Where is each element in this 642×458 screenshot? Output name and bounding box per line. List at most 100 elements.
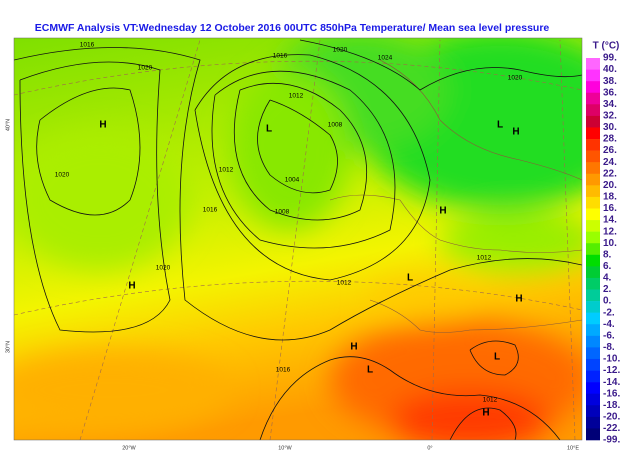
isobar-label: 1016 xyxy=(80,42,95,49)
legend-swatch xyxy=(586,69,600,82)
legend-swatch xyxy=(586,277,600,290)
legend-label: -20. xyxy=(603,411,620,422)
legend-label: -8. xyxy=(603,342,615,353)
overlay: 99.40.38.36.34.32.30.28.26.24.22.20.18.1… xyxy=(5,42,620,452)
legend-label: 10. xyxy=(603,238,617,249)
legend-label: 6. xyxy=(603,261,612,272)
isobar-label: 1024 xyxy=(378,55,393,62)
legend-swatch xyxy=(586,115,600,128)
legend-label: -22. xyxy=(603,423,620,434)
legend-swatch xyxy=(586,139,600,151)
pressure-centre: H xyxy=(515,294,522,305)
legend-swatch xyxy=(586,243,600,256)
legend-swatch xyxy=(586,382,600,394)
legend-swatch xyxy=(586,104,600,117)
legend-swatch xyxy=(586,254,600,267)
legend-label: 30. xyxy=(603,122,617,133)
legend-swatch xyxy=(586,92,600,105)
legend-label: 22. xyxy=(603,168,617,179)
isobar-label: 1012 xyxy=(337,280,352,287)
isobar-label: 1020 xyxy=(333,47,348,54)
pressure-centre: H xyxy=(350,342,357,353)
legend-label: 36. xyxy=(603,87,617,98)
longitude-label: 20°W xyxy=(122,445,136,451)
legend-swatch xyxy=(586,196,600,209)
graticule xyxy=(14,39,582,440)
legend-label: 14. xyxy=(603,215,617,226)
legend-swatch xyxy=(586,324,600,337)
isobar-label: 1012 xyxy=(483,397,498,404)
longitude-label: 10°E xyxy=(567,445,579,451)
longitude-label: 0° xyxy=(427,445,432,451)
coastlines xyxy=(329,59,582,333)
isobar-label: 1008 xyxy=(275,209,290,216)
temperature-field xyxy=(14,38,582,440)
legend-swatch xyxy=(586,428,600,441)
legend-label: -10. xyxy=(603,354,620,365)
legend-label: 8. xyxy=(603,249,612,260)
legend-swatch xyxy=(586,162,600,175)
legend-label: 24. xyxy=(603,157,617,168)
legend-swatch xyxy=(586,81,600,94)
legend-swatch xyxy=(586,347,600,360)
legend-swatch xyxy=(586,220,600,232)
isobar-label: 1016 xyxy=(203,207,218,214)
legend-label: 2. xyxy=(603,284,612,295)
legend-swatch xyxy=(586,185,600,198)
pressure-centre: H xyxy=(128,281,135,292)
legend-label: 99. xyxy=(603,53,617,64)
legend-label: -6. xyxy=(603,330,615,341)
pressure-centre: H xyxy=(482,408,489,419)
pressure-centre: L xyxy=(494,352,500,363)
isobar-label: 1008 xyxy=(328,122,343,129)
legend-label: -99. xyxy=(603,435,620,446)
isobar-label: 1016 xyxy=(276,367,291,374)
legend-swatch xyxy=(586,405,600,418)
pressure-centre: H xyxy=(439,206,446,217)
legend-swatch xyxy=(586,127,600,140)
legend-label: 16. xyxy=(603,203,617,214)
legend-swatch xyxy=(586,231,600,244)
pressure-centre: L xyxy=(367,365,373,376)
legend-label: 12. xyxy=(603,226,617,237)
latitude-label: 40°N xyxy=(5,119,11,131)
legend-swatch xyxy=(586,393,600,406)
pressure-centre: H xyxy=(99,120,106,131)
legend-label: 38. xyxy=(603,76,617,87)
pressure-centre: L xyxy=(266,124,272,135)
legend-swatch xyxy=(586,150,600,163)
legend-swatch xyxy=(586,370,600,383)
legend-label: -12. xyxy=(603,365,620,376)
map-frame xyxy=(13,37,583,441)
legend-label: 4. xyxy=(603,273,612,284)
isobars xyxy=(14,39,582,440)
isobar-label: 1020 xyxy=(55,172,70,179)
pressure-centre: H xyxy=(512,127,519,138)
longitude-label: 10°W xyxy=(278,445,292,451)
isobar-label: 1012 xyxy=(219,167,234,174)
isobar-label: 1004 xyxy=(285,177,300,184)
legend-swatch xyxy=(586,301,600,313)
legend-swatch xyxy=(586,289,600,302)
legend-label: 0. xyxy=(603,296,612,307)
isobar-label: 1012 xyxy=(289,93,304,100)
isobar-label: 1016 xyxy=(273,53,288,60)
legend-label: -2. xyxy=(603,307,615,318)
legend-label: 32. xyxy=(603,111,617,122)
legend-label: 34. xyxy=(603,99,617,110)
legend-label: 26. xyxy=(603,145,617,156)
isobar-label: 1020 xyxy=(508,75,523,82)
legend-swatch xyxy=(586,266,600,279)
pressure-centre: L xyxy=(497,120,503,131)
legend-swatch xyxy=(586,335,600,348)
pressure-centre: L xyxy=(407,273,413,284)
legend-swatch xyxy=(586,208,600,221)
legend-label: -4. xyxy=(603,319,615,330)
legend-label: 40. xyxy=(603,64,617,75)
legend-label: -14. xyxy=(603,377,620,388)
map-title: ECMWF Analysis VT:Wednesday 12 October 2… xyxy=(35,22,550,34)
legend-swatch xyxy=(586,312,600,325)
legend-swatch xyxy=(586,173,600,186)
